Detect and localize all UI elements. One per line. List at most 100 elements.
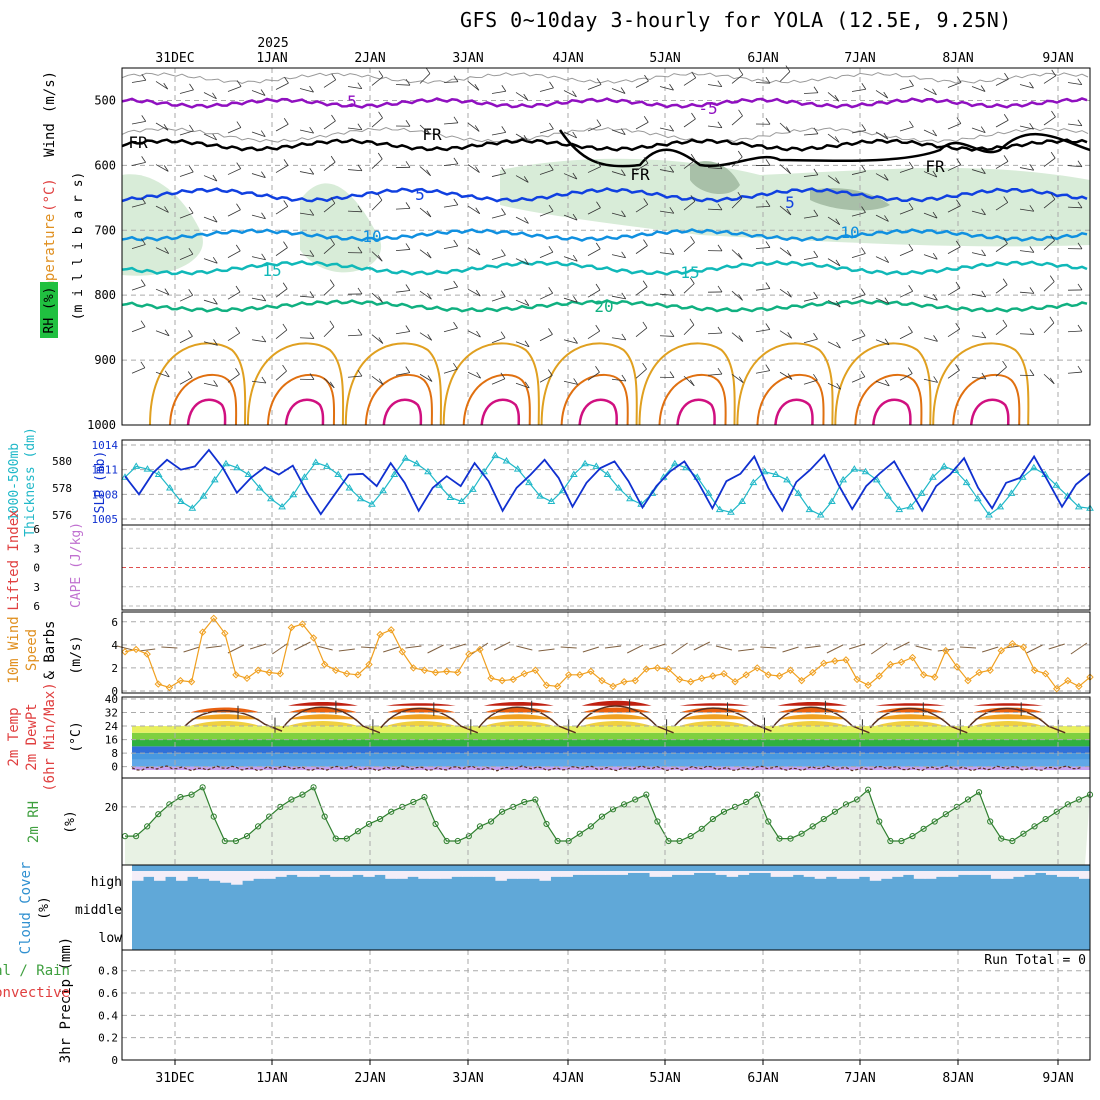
axis-label-wind10: 10m Wind	[6, 616, 22, 683]
wind-barb	[377, 152, 383, 160]
high-cloud-gap	[737, 871, 750, 875]
wind-barb	[323, 120, 336, 130]
wind-barb-10m	[161, 646, 178, 649]
wind-barb	[371, 251, 383, 262]
temp-line	[184, 709, 283, 732]
high-cloud-gap	[759, 871, 772, 873]
wind-barb	[426, 251, 432, 259]
wind-barb	[851, 129, 866, 134]
wind-barb	[669, 289, 675, 296]
thickness-point	[502, 457, 511, 464]
wind-speed-point	[387, 626, 395, 634]
wind-barb	[155, 122, 169, 131]
thickness-point	[233, 463, 242, 471]
wind-barb	[1050, 151, 1056, 159]
wind-barb	[131, 367, 146, 374]
wind-barb	[467, 371, 481, 379]
wind-barb	[491, 337, 506, 344]
wind-barb-10m	[1026, 644, 1043, 654]
wind-barb	[755, 205, 771, 208]
wind-speed-point	[587, 667, 595, 676]
wind-barb	[357, 205, 363, 213]
wind-barb	[164, 206, 169, 213]
thickness-point	[255, 484, 264, 491]
thickness-point	[446, 493, 455, 500]
wind-speed-point	[221, 629, 229, 638]
wind-barb-10m	[782, 646, 799, 653]
wind-barb	[956, 117, 962, 124]
temp-heat-fill	[190, 720, 260, 727]
wind-barb	[426, 169, 431, 176]
rh-point	[388, 808, 395, 815]
wind-barb	[755, 247, 770, 250]
thickness-point	[1074, 502, 1083, 510]
wind-barb	[908, 285, 914, 292]
wind-barb-10m	[959, 646, 977, 649]
high-cloud-gap	[473, 871, 485, 877]
wind-barb	[899, 290, 913, 298]
panel-frame	[121, 439, 1091, 526]
boundary-contour	[480, 398, 521, 426]
wind-barb	[861, 206, 866, 213]
rh-point	[1009, 837, 1016, 845]
wind-barb	[524, 217, 529, 224]
wind-barb	[515, 92, 528, 101]
wind-speed-point	[187, 678, 196, 686]
wind-barb	[1029, 81, 1034, 89]
wind-barb	[443, 245, 458, 250]
wind-speed-point	[698, 674, 706, 683]
precip-tick-label: 0.6	[98, 987, 118, 1000]
high-cloud-gap	[836, 871, 849, 879]
date-label-top: 31DEC	[155, 51, 194, 66]
wind-barb	[981, 290, 987, 298]
contour-label: 10	[362, 227, 381, 246]
wind-barb	[548, 287, 554, 294]
wind-barb	[755, 370, 770, 374]
wind-barb	[683, 324, 695, 336]
rh-point	[798, 830, 805, 837]
wind-barb	[883, 133, 889, 140]
wind-barb	[284, 76, 289, 84]
wind-barb	[213, 339, 218, 346]
wind-barb	[971, 169, 986, 175]
wind-barb	[765, 76, 771, 84]
high-cloud-gap	[209, 871, 221, 881]
wind-speed-point	[431, 668, 440, 677]
wind-barb	[212, 92, 217, 100]
rh-point	[720, 808, 728, 815]
wind-barb	[524, 381, 530, 389]
thickness-point	[480, 467, 488, 475]
wind-barb	[188, 206, 194, 214]
wind-barb	[683, 77, 696, 86]
axis-label-t2m: 2m DewPt	[24, 703, 40, 770]
wind-barb	[643, 198, 649, 205]
wind-barb	[371, 199, 383, 211]
wind-barb	[923, 129, 937, 137]
wind-barb	[395, 372, 410, 376]
rh-point	[776, 835, 783, 842]
temperature-contour	[121, 138, 1088, 152]
wind-barb	[659, 127, 674, 132]
wind-barb	[547, 369, 553, 376]
axis-label-unit: (m/s)	[69, 635, 84, 674]
wind-tick-label: 0	[111, 685, 118, 698]
thickness-point	[895, 505, 904, 513]
thickness-point	[457, 497, 466, 504]
wind-barb	[803, 174, 818, 177]
wind-barb	[371, 158, 383, 169]
wind-barb	[755, 288, 770, 291]
wind-barb	[611, 378, 626, 382]
thickness-point	[244, 470, 253, 477]
boundary-contour	[169, 373, 238, 426]
wind-barb	[899, 373, 913, 381]
wind-barb	[875, 214, 889, 222]
wind-tick-label: 4	[111, 639, 118, 652]
thickness-point	[412, 459, 421, 467]
boundary-contour	[186, 398, 227, 426]
wind-barb	[737, 191, 743, 199]
thickness-point	[390, 470, 399, 477]
wind-barb	[251, 173, 266, 179]
wind-barb	[299, 212, 314, 216]
wind-barb	[860, 288, 866, 295]
